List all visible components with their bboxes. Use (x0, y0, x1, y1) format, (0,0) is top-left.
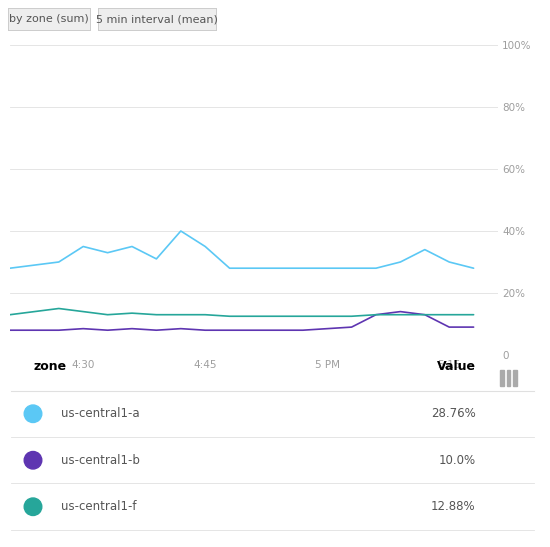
Text: 28.76%: 28.76% (431, 408, 476, 420)
Text: 10.0%: 10.0% (439, 454, 476, 467)
Text: 12.88%: 12.88% (431, 501, 476, 513)
Text: us-central1-b: us-central1-b (60, 454, 139, 467)
Text: Value: Value (437, 360, 476, 373)
Text: zone: zone (33, 360, 66, 373)
Text: us-central1-f: us-central1-f (60, 501, 136, 513)
Text: 5 min interval (mean): 5 min interval (mean) (96, 14, 218, 24)
Text: us-central1-a: us-central1-a (60, 408, 139, 420)
Text: by zone (sum): by zone (sum) (9, 14, 89, 24)
